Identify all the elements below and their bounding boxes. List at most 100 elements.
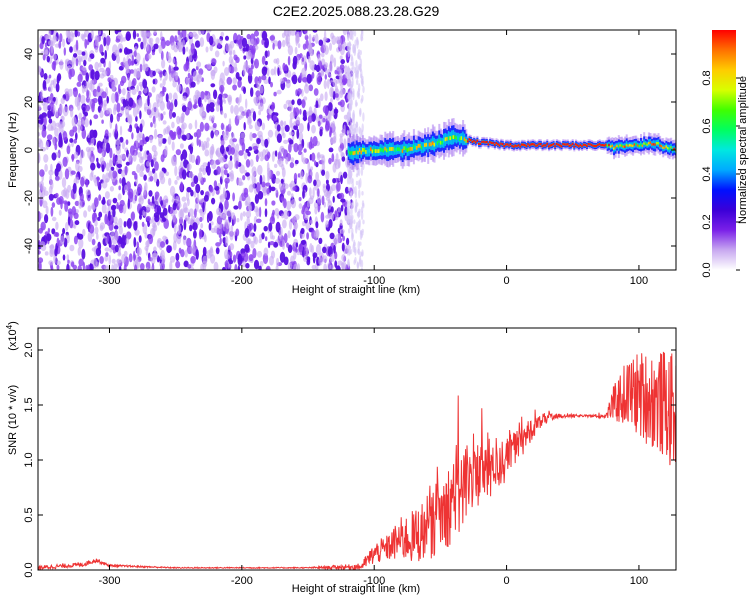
heatmap-cell <box>167 135 172 145</box>
heatmap-cell <box>335 265 341 270</box>
heatmap-cell <box>61 177 67 188</box>
heatmap-cell <box>543 144 546 147</box>
heatmap-cell <box>586 144 588 148</box>
heatmap-cell <box>351 31 354 41</box>
heatmap-cell <box>73 151 79 159</box>
heatmap-cell <box>141 221 145 227</box>
heatmap-cell <box>237 265 241 270</box>
heatmap-cell <box>38 227 43 234</box>
heatmap-cell <box>574 143 577 146</box>
heatmap-cell <box>93 197 99 208</box>
heatmap-cell <box>228 118 232 128</box>
heatmap-cell <box>246 33 251 40</box>
heatmap-cell <box>205 46 209 53</box>
heatmap-cell <box>176 84 182 92</box>
heatmap-cell <box>346 237 350 246</box>
heatmap-cell <box>44 163 48 172</box>
heatmap-cell <box>644 142 647 146</box>
heatmap-cell <box>186 133 190 140</box>
y-tick-label: 40 <box>23 48 35 60</box>
heatmap-cell <box>302 116 308 121</box>
heatmap-cell <box>108 198 112 205</box>
heatmap-cell <box>96 161 100 168</box>
heatmap-cell <box>289 162 295 169</box>
heatmap-cell <box>317 53 321 63</box>
heatmap-cell <box>295 242 299 248</box>
heatmap-cell <box>149 136 153 144</box>
heatmap-cell <box>336 182 341 192</box>
heatmap-cell <box>250 45 256 55</box>
heatmap-cell <box>605 143 608 146</box>
heatmap-cell <box>151 86 156 93</box>
heatmap-cell <box>320 211 325 223</box>
heatmap-cell <box>94 70 100 81</box>
heatmap-cell <box>259 260 264 267</box>
heatmap-cell <box>665 145 668 148</box>
heatmap-cell <box>130 211 136 221</box>
heatmap-cell <box>136 247 142 256</box>
heatmap-cell <box>307 55 311 63</box>
heatmap-cell <box>80 94 86 105</box>
heatmap-cell <box>63 47 66 56</box>
heatmap-cell <box>126 231 132 240</box>
heatmap-cell <box>309 243 313 253</box>
heatmap-cell <box>474 141 477 144</box>
heatmap-cell <box>175 195 180 204</box>
heatmap-cell <box>303 96 308 101</box>
heatmap-cell <box>202 162 208 168</box>
heatmap-cell <box>189 171 194 178</box>
heatmap-cell <box>116 163 123 168</box>
heatmap-cell <box>96 233 99 240</box>
heatmap-cell <box>283 209 289 220</box>
heatmap-cell <box>248 51 252 60</box>
spectrogram-x-label: Height of straight line (km) <box>292 284 420 296</box>
heatmap-cell <box>248 222 254 231</box>
heatmap-cell <box>159 252 163 260</box>
heatmap-cell <box>252 145 259 150</box>
heatmap-cell <box>56 237 60 247</box>
heatmap-cell <box>309 60 315 71</box>
heatmap-cell <box>127 152 132 162</box>
heatmap-cell <box>259 102 264 112</box>
heatmap-cell <box>138 90 142 96</box>
heatmap-cell <box>139 123 143 133</box>
heatmap-cell <box>120 106 125 111</box>
heatmap-cell <box>134 172 138 180</box>
x-tick-label: -100 <box>363 275 385 287</box>
heatmap-cell <box>524 144 526 147</box>
heatmap-cell <box>48 193 54 201</box>
heatmap-cell <box>362 162 365 170</box>
heatmap-cell <box>127 73 130 81</box>
heatmap-cell <box>114 49 120 57</box>
heatmap-cell <box>323 79 327 90</box>
heatmap-cell <box>95 90 101 97</box>
heatmap-cell <box>122 57 126 66</box>
heatmap-cell <box>322 255 328 263</box>
heatmap-cell <box>238 150 244 156</box>
heatmap-cell <box>182 46 186 55</box>
heatmap-cell <box>220 110 224 116</box>
heatmap-cell <box>40 180 44 191</box>
heatmap-cell <box>520 143 523 146</box>
heatmap-cell <box>230 224 234 233</box>
heatmap-cell <box>331 87 334 98</box>
heatmap-cell <box>276 57 280 65</box>
heatmap-cell <box>347 65 350 73</box>
heatmap-cell <box>84 104 91 112</box>
heatmap-cell <box>351 124 355 132</box>
heatmap-cell <box>69 59 73 65</box>
heatmap-cell <box>148 170 153 177</box>
heatmap-cell <box>65 222 69 231</box>
heatmap-cell <box>331 120 336 131</box>
heatmap-cell <box>161 217 167 222</box>
heatmap-cell <box>252 248 257 259</box>
heatmap-cell <box>296 31 300 37</box>
heatmap-cell <box>354 99 358 108</box>
heatmap-cell <box>80 33 85 40</box>
heatmap-cell <box>232 254 237 263</box>
heatmap-cell <box>294 46 298 55</box>
heatmap-cell <box>195 249 199 260</box>
heatmap-cell <box>98 30 102 36</box>
heatmap-cell <box>181 196 187 202</box>
heatmap-cell <box>172 202 177 211</box>
